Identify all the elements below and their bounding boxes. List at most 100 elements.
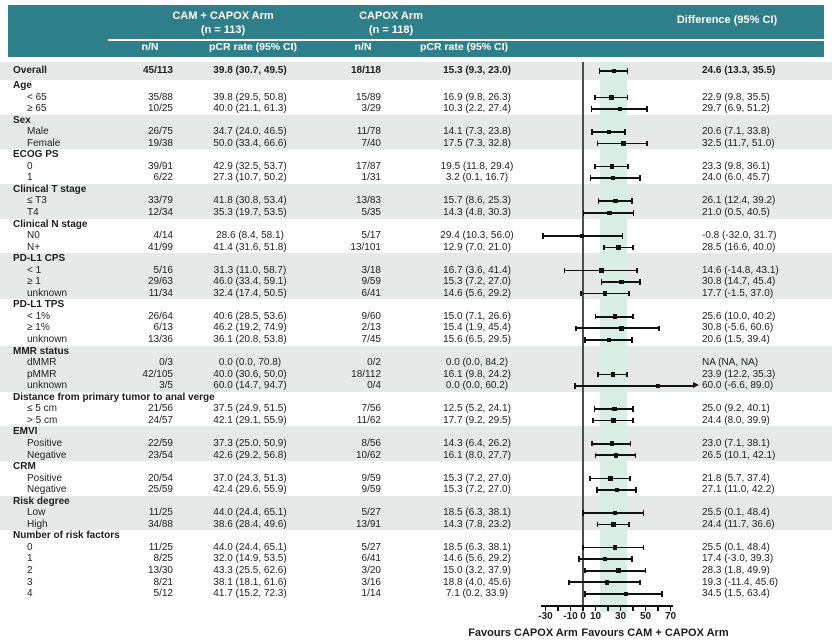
group-label: Distance from primary tumor to anal verg… xyxy=(13,391,215,403)
group-header-row: Clinical T stage xyxy=(0,183,832,196)
difference-value: 34.5 (1.5, 63.4) xyxy=(702,588,770,600)
arm2-nN-value: 5/27 xyxy=(361,541,381,553)
ci-point-marker xyxy=(610,175,616,181)
difference-value: 21.8 (5.7, 37.4) xyxy=(702,472,770,484)
ci-point-marker xyxy=(621,141,626,146)
ci-point-marker xyxy=(609,164,615,169)
ci-cap-right xyxy=(642,544,645,551)
favours-right-label: Favours CAM + CAPOX Arm xyxy=(581,627,729,639)
arm2-nN-value: 3/20 xyxy=(361,564,381,576)
ci-cap-left xyxy=(584,337,586,343)
ci-plot-cell xyxy=(537,276,705,288)
ci-line xyxy=(576,327,659,330)
arm1-pcr-value: 0.0 (0.0, 70.8) xyxy=(218,357,282,369)
difference-value: 25.5 (0.1, 48.4) xyxy=(702,541,770,553)
difference-value: 60.0 (-6.6, 89.0) xyxy=(702,380,774,392)
group-label: ECOG PS xyxy=(13,149,59,161)
arm1-pcr-value: 40.0 (30.6, 50.0) xyxy=(213,368,287,380)
arm2-pcr-value: 14.3 (4.8, 30.3) xyxy=(443,207,511,219)
ci-point-marker xyxy=(609,441,614,446)
arm2-nN-value: 7/40 xyxy=(361,137,381,149)
arm1-pcr-value: 37.3 (25.0, 50.9) xyxy=(213,437,287,449)
difference-value: -0.8 (-32.0, 31.7) xyxy=(702,230,777,242)
ci-point-marker xyxy=(606,337,611,343)
ci-line xyxy=(590,177,641,179)
ci-cap-left xyxy=(596,140,599,147)
ci-cap-right xyxy=(636,267,638,274)
row-label: unknown xyxy=(27,287,68,299)
ci-plot-cell xyxy=(537,172,705,184)
ci-line xyxy=(568,581,640,584)
ci-cap-left xyxy=(578,556,581,562)
arm1-nN-value: 24/57 xyxy=(147,414,173,426)
arm1-n: (n = 113) xyxy=(200,24,246,36)
arm1-nN-value: 3/5 xyxy=(159,380,173,392)
ci-plot-cell xyxy=(537,288,705,300)
ci-cap-left xyxy=(582,510,584,516)
row-label: dMMR xyxy=(27,357,57,369)
row-label: ≥ 65 xyxy=(27,103,47,115)
ci-cap-right xyxy=(628,475,631,482)
ci-plot-cell xyxy=(537,242,705,254)
ci-cap-left xyxy=(584,567,587,574)
ci-point-marker xyxy=(611,418,616,423)
arm2-n: (n = 118) xyxy=(368,24,414,36)
ci-cap-left xyxy=(602,244,605,251)
ci-cap-right xyxy=(638,279,641,285)
row-label: unknown xyxy=(27,334,68,346)
arm2-pcr-value: 15.6 (6.5, 29.5) xyxy=(443,334,511,346)
ci-cap-left xyxy=(596,521,599,528)
col-header-nN-arm2: n/N xyxy=(354,41,372,53)
axis-tick xyxy=(569,606,572,611)
arm2-nN-value: 9/59 xyxy=(361,484,381,496)
arm2-nN-value: 8/56 xyxy=(361,437,381,449)
ci-line xyxy=(584,593,663,595)
ci-cap-left xyxy=(590,106,593,112)
axis-tick-label: 70 xyxy=(664,611,677,622)
group-label: Risk degree xyxy=(13,495,70,507)
arm1-nN-value: 5/12 xyxy=(153,588,173,600)
ci-plot-cell xyxy=(537,380,705,392)
arm2-pcr-value: 17.7 (9.2, 29.5) xyxy=(443,414,511,426)
ci-line xyxy=(585,569,646,572)
ci-cap-right xyxy=(645,140,648,147)
ci-point-marker xyxy=(623,591,629,597)
arm1-pcr-value: 42.4 (29.6, 55.9) xyxy=(213,484,287,496)
ci-plot-cell xyxy=(537,438,705,450)
ci-plot-cell xyxy=(537,519,705,531)
difference-value: 25.0 (9.2, 40.1) xyxy=(702,403,770,415)
arm1-pcr-value: 40.0 (21.1, 61.3) xyxy=(213,103,287,115)
arm1-pcr-value: 40.6 (28.5, 53.6) xyxy=(213,310,287,322)
ci-plot-cell xyxy=(537,484,705,496)
arm1-pcr-value: 41.7 (15.2, 72.3) xyxy=(213,588,287,600)
table-row: > 5 cm 24/57 42.1 (29.1, 55.9) 11/62 17.7 (9… xyxy=(0,415,832,427)
group-label: Number of risk factors xyxy=(13,530,120,542)
table-row: < 1 5/16 31.3 (11.0, 58.7) 3/18 16.7 (3.6, 4… xyxy=(0,264,832,277)
ci-cap-left xyxy=(594,163,597,170)
row-label: Positive xyxy=(27,472,63,484)
arm2-nN-value: 18/118 xyxy=(350,65,381,76)
row-label: High xyxy=(27,518,48,530)
table-row: 1 6/22 27.3 (10.7, 50.2) 1/31 3.2 (0.1, 16.7… xyxy=(0,172,832,184)
ci-plot-cell xyxy=(537,588,705,600)
table-row: Low 11/25 44.0 (24.4, 65.1) 5/27 18.5 (6.3, … xyxy=(0,507,832,519)
group-header-row: Age xyxy=(0,80,832,92)
ci-point-marker xyxy=(614,487,620,493)
difference-value: 24.4 (8.0, 39.9) xyxy=(702,414,770,426)
arm1-pcr-value: 31.3 (11.0, 58.7) xyxy=(213,264,287,276)
arm2-pcr-value: 15.3 (7.2, 27.0) xyxy=(443,472,511,484)
arm1-pcr-value: 42.9 (32.5, 53.7) xyxy=(213,160,287,172)
arm1-pcr-value: 39.8 (30.7, 49.5) xyxy=(213,65,287,76)
arm1-nN-value: 19/38 xyxy=(147,137,173,149)
arm2-pcr-value: 19.5 (11.8, 29.4) xyxy=(440,160,514,172)
difference-value: 19.3 (-11.4, 45.6) xyxy=(702,576,778,588)
ci-point-marker xyxy=(613,198,618,204)
ci-cap-left xyxy=(582,544,584,551)
arm2-pcr-value: 18.5 (6.3, 38.1) xyxy=(443,541,511,553)
ci-point-marker xyxy=(599,268,604,273)
arm1-nN-value: 25/59 xyxy=(147,484,173,496)
group-label: Age xyxy=(13,80,32,91)
arm2-pcr-value: 14.6 (5.6, 29.2) xyxy=(443,553,511,565)
ci-cap-left xyxy=(542,233,544,239)
table-row: Positive 20/54 37.0 (24.3, 51.3) 9/59 15.3 (… xyxy=(0,473,832,485)
